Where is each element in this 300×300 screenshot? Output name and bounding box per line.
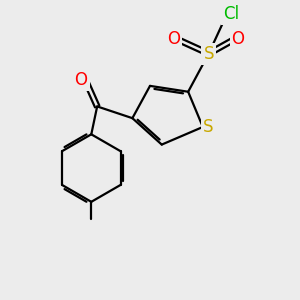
Text: S: S — [203, 118, 213, 136]
Text: O: O — [74, 71, 88, 89]
Text: O: O — [167, 30, 180, 48]
Text: Cl: Cl — [223, 5, 239, 23]
Text: O: O — [232, 30, 244, 48]
Text: S: S — [203, 45, 214, 63]
